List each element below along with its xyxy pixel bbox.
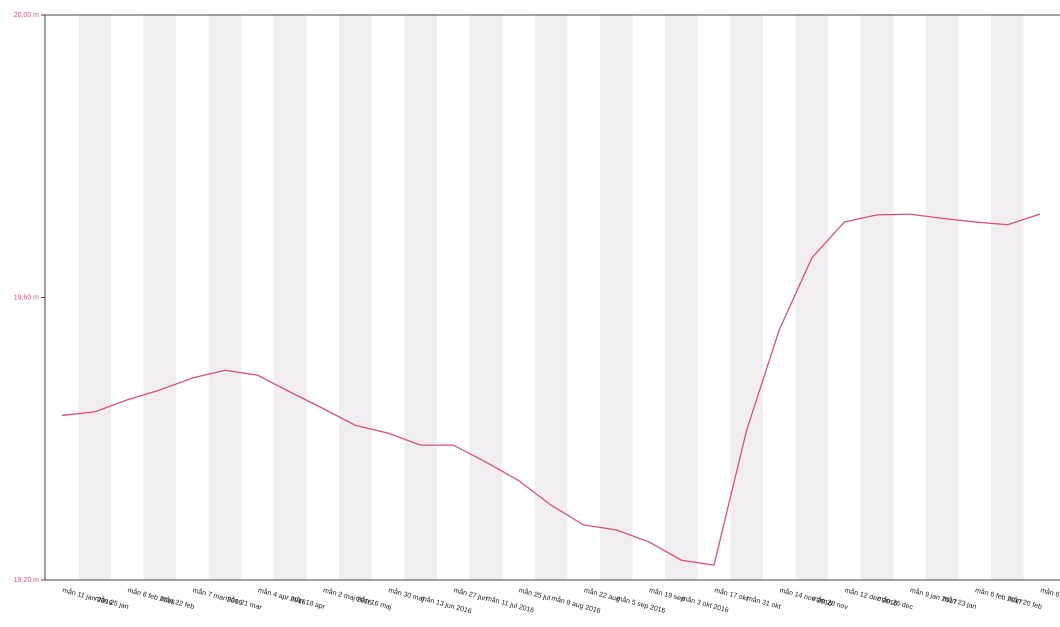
x-tick-label: mån 13 jun 2016: [420, 594, 473, 615]
stripe: [78, 15, 111, 580]
x-tick-label: mån 3 okt 2016: [681, 594, 730, 614]
x-tick-label: mån 17 okt: [713, 586, 749, 603]
x-tick-label: mån 23 jan: [942, 594, 978, 611]
stripe: [143, 15, 177, 580]
x-tick-label: mån 16 maj: [355, 594, 393, 611]
x-tick-label: mån 20 feb: [1007, 594, 1043, 611]
stripe: [795, 15, 829, 580]
stripe: [599, 15, 633, 580]
stripe: [860, 15, 894, 580]
x-tick-label: mån 22 feb: [159, 594, 195, 611]
stripe: [991, 15, 1024, 580]
x-tick-label: mån 8 aug 2016: [550, 594, 601, 615]
stripe: [925, 15, 959, 580]
x-tick-label: mån 31 okt: [746, 594, 782, 611]
x-tick-label: mån 5 sep 2016: [616, 594, 667, 615]
data-line: [61, 213, 1041, 566]
x-tick-label: mån 6 ma: [1039, 586, 1060, 602]
stripe: [534, 15, 568, 580]
stripe: [665, 15, 698, 580]
x-tick-label: mån 25 jul: [518, 586, 552, 602]
stripe: [469, 15, 503, 580]
stripe: [730, 15, 763, 580]
x-tick-label: mån 11 jul 2016: [485, 594, 535, 615]
x-tick-label: mån 28 nov: [811, 594, 849, 611]
y-tick-label: 19,20 m: [14, 577, 39, 584]
x-tick-label: mån 18 apr: [290, 594, 327, 611]
stripe: [339, 15, 372, 580]
stripe: [273, 15, 307, 580]
y-tick-label: 20,00 m: [14, 12, 39, 19]
x-tick-label: mån 27 jun: [453, 586, 489, 603]
stripe: [404, 15, 437, 580]
stripe: [208, 15, 242, 580]
x-tick-label: mån 25 jan: [94, 594, 130, 611]
x-tick-label: mån 26 dec: [876, 594, 914, 611]
x-tick-label: mån 21 mar: [224, 594, 263, 612]
y-tick-label: 19,60 m: [14, 295, 39, 302]
